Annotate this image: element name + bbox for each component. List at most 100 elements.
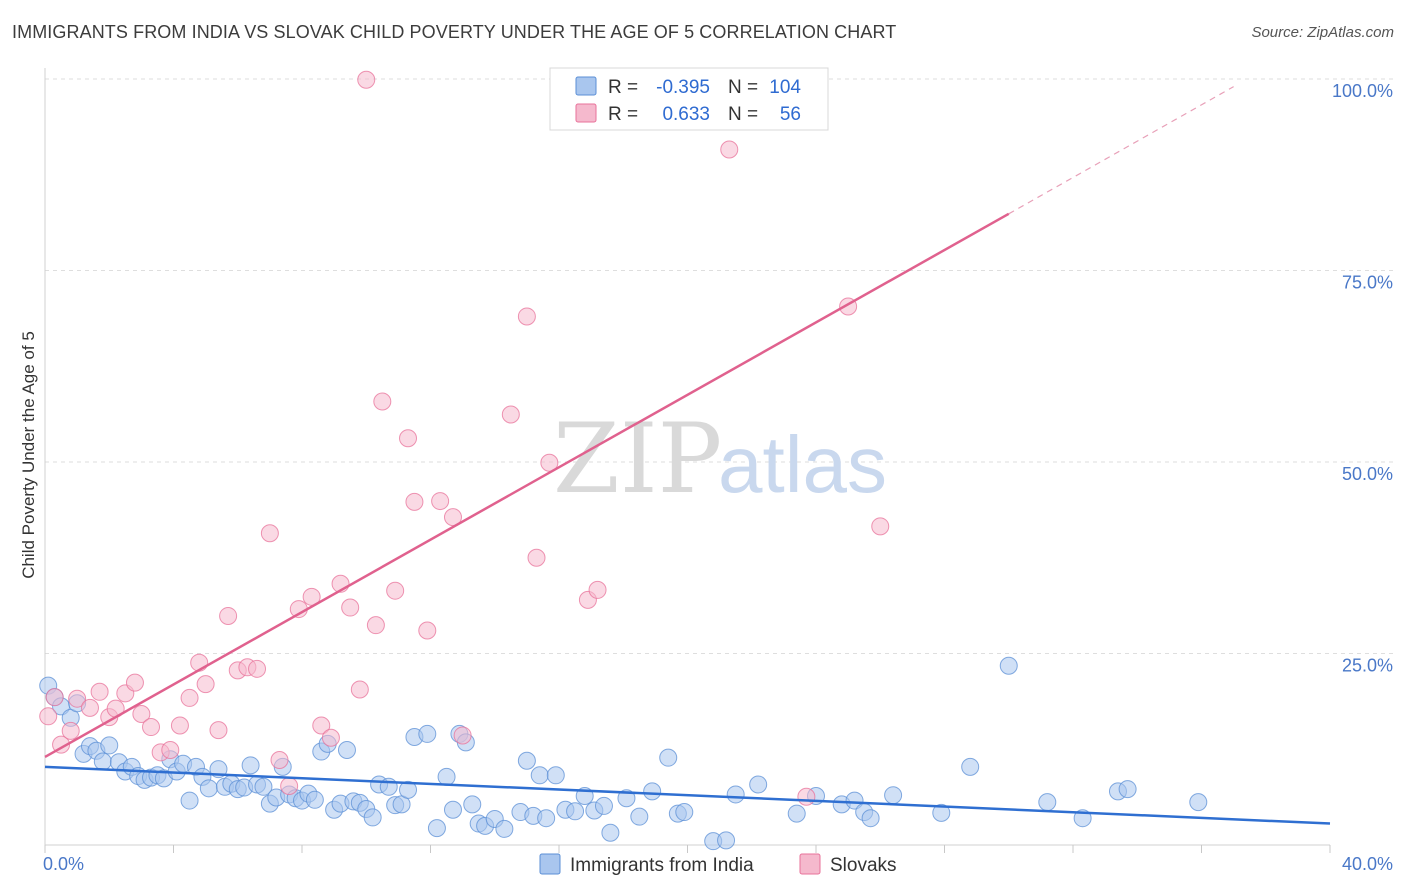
bottom-legend-label-1: Slovaks [830, 855, 897, 876]
data-point [161, 741, 180, 760]
y-tick-label-100: 100.0% [1332, 81, 1393, 101]
data-point [601, 823, 620, 842]
data-point [443, 800, 462, 819]
watermark-zip: ZIP [553, 403, 722, 515]
data-point [180, 791, 199, 810]
data-point [386, 581, 405, 600]
data-point [260, 524, 279, 543]
data-point [241, 756, 260, 775]
data-point [305, 790, 324, 809]
data-point [884, 786, 903, 805]
data-point [537, 809, 556, 828]
data-point [45, 688, 64, 707]
data-point [100, 736, 119, 755]
series-immigrants-from-india [39, 656, 1208, 851]
legend-swatch-pink [575, 103, 597, 123]
data-point [594, 796, 613, 815]
data-point [132, 705, 151, 724]
legend-n-label-1: N = [728, 104, 758, 125]
bottom-legend-label-0: Immigrants from India [570, 855, 754, 876]
data-point [999, 656, 1018, 675]
data-point [418, 621, 437, 640]
data-point [280, 777, 299, 796]
data-point [61, 721, 80, 740]
data-point [209, 721, 228, 740]
data-point [196, 675, 215, 694]
data-point [373, 392, 392, 411]
y-tick-label-75: 75.0% [1342, 273, 1393, 293]
y-tick-labels: 25.0% 50.0% 75.0% 100.0% [1332, 81, 1393, 676]
data-point [80, 698, 99, 717]
data-point [517, 307, 536, 326]
data-point [630, 807, 649, 826]
gridlines [45, 78, 1395, 654]
data-point [845, 791, 864, 810]
data-point [749, 775, 768, 794]
data-point [588, 580, 607, 599]
bottom-legend-swatch-pink [799, 853, 821, 875]
data-point [341, 598, 360, 617]
source-label: Source: ZipAtlas.com [1251, 24, 1394, 41]
data-point [405, 492, 424, 511]
bottom-legend-swatch-blue [539, 853, 561, 875]
data-point [248, 659, 267, 678]
y-tick-label-50: 50.0% [1342, 464, 1393, 484]
data-point [463, 795, 482, 814]
legend-n-value-0: 104 [769, 77, 801, 98]
data-point [566, 802, 585, 821]
trend-lines [44, 86, 1331, 825]
data-point [270, 750, 289, 769]
data-point [717, 831, 736, 850]
data-point [254, 777, 273, 796]
data-point [932, 803, 951, 822]
data-point [219, 606, 238, 625]
data-point [675, 803, 694, 822]
data-point [1189, 793, 1208, 812]
data-point [495, 819, 514, 838]
data-point [199, 779, 218, 798]
data-point [797, 787, 816, 806]
data-point [961, 757, 980, 776]
x-tick-label-max: 40.0% [1342, 854, 1393, 874]
data-point [39, 707, 58, 726]
data-point [787, 804, 806, 823]
data-point [418, 724, 437, 743]
data-point [142, 718, 161, 737]
legend-swatch-blue [575, 76, 597, 96]
data-point [617, 789, 636, 808]
data-point [643, 782, 662, 801]
data-point [90, 682, 109, 701]
data-point [125, 673, 144, 692]
data-point [437, 767, 456, 786]
legend-n-label-0: N = [728, 77, 758, 98]
data-point [871, 517, 890, 536]
data-point [68, 689, 87, 708]
bottom-legend: Immigrants from India Slovaks [539, 853, 897, 876]
data-point [431, 492, 450, 511]
data-point [312, 716, 331, 735]
data-point [546, 766, 565, 785]
data-point [321, 728, 340, 747]
legend-n-value-1: 56 [780, 104, 801, 125]
x-tick-label-min: 0.0% [43, 854, 84, 874]
chart-title: IMMIGRANTS FROM INDIA VS SLOVAK CHILD PO… [12, 22, 897, 42]
data-point [530, 766, 549, 785]
data-point [501, 405, 520, 424]
data-point [350, 680, 369, 699]
legend-r-value-0: -0.395 [656, 77, 710, 98]
data-point [399, 429, 418, 448]
legend-r-label-0: R = [608, 77, 638, 98]
data-point [1118, 780, 1137, 799]
watermark: ZIP atlas [553, 403, 887, 515]
data-point [93, 752, 112, 771]
trend-line-immigrants-from-india [44, 765, 1331, 825]
legend: R = -0.395 N = 104 R = 0.633 N = 56 [549, 67, 829, 131]
trend-line-slovaks-extension [1008, 86, 1234, 215]
legend-r-label-1: R = [608, 104, 638, 125]
data-point [861, 809, 880, 828]
data-point [357, 70, 376, 89]
y-axis-label: Child Poverty Under the Age of 5 [19, 331, 38, 579]
x-tick-labels: 0.0% 40.0% [43, 854, 1393, 874]
data-point [726, 785, 745, 804]
data-point [659, 748, 678, 767]
